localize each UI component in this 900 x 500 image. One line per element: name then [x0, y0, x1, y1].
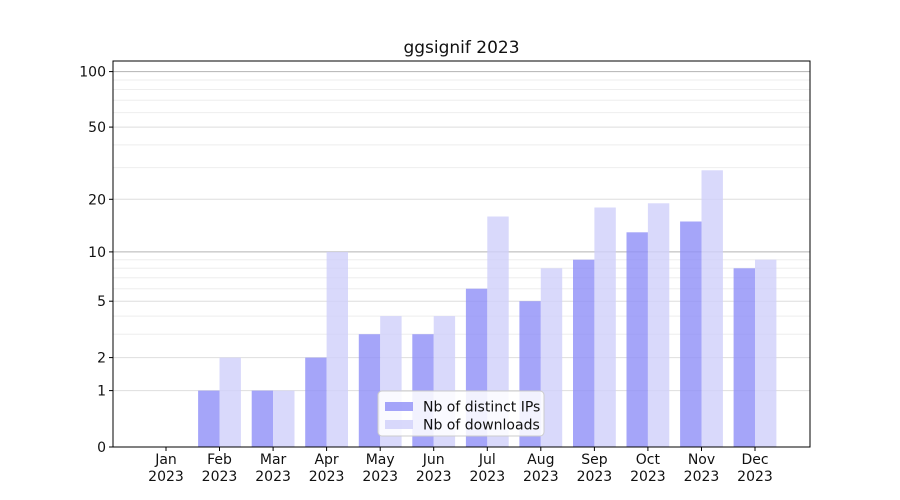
y-tick-label-5: 5 [97, 294, 106, 310]
bar-downloads-dec [755, 259, 777, 447]
y-tick-label-0: 0 [97, 440, 106, 456]
x-tick-label-month-sep: Sep [581, 452, 608, 468]
x-tick-label-month-jul: Jul [478, 452, 496, 468]
bar-downloads-jul [487, 216, 509, 447]
bar-distinct-ips-apr [305, 357, 327, 447]
x-tick-label-month-jun: Jun [422, 452, 445, 468]
x-tick-label-month-feb: Feb [207, 452, 232, 468]
legend: Nb of distinct IPs Nb of downloads [377, 390, 545, 437]
legend-box [377, 390, 545, 437]
x-tick-label-year-aug: 2023 [523, 469, 559, 485]
y-tick-label-10: 10 [88, 245, 106, 261]
y-tick-label-20: 20 [88, 192, 106, 208]
x-tick-label-year-sep: 2023 [577, 469, 613, 485]
bar-distinct-ips-may [358, 334, 381, 447]
bar-downloads-oct [647, 203, 670, 447]
y-axis: 0 1 2 5 10 20 50 100 [79, 65, 113, 456]
bar-downloads-nov [701, 170, 723, 448]
x-tick-label-year-oct: 2023 [630, 469, 666, 485]
x-tick-label-month-dec: Dec [741, 452, 768, 468]
bar-downloads-mar [273, 390, 295, 447]
x-tick-label-month-apr: Apr [314, 452, 338, 468]
bar-distinct-ips-mar [251, 390, 274, 447]
x-tick-label-month-aug: Aug [527, 452, 554, 468]
x-tick-label-year-nov: 2023 [684, 469, 720, 485]
legend-label-distinct-ips: Nb of distinct IPs [423, 400, 540, 416]
y-tick-label-2: 2 [97, 351, 106, 367]
x-tick-label-month-oct: Oct [636, 452, 661, 468]
bar-downloads-aug [540, 268, 563, 447]
bar-downloads-sep [594, 207, 616, 447]
x-axis: Jan2023Feb2023Mar2023Apr2023May2023Jun20… [148, 447, 773, 485]
x-tick-label-year-mar: 2023 [255, 469, 291, 485]
bar-distinct-ips-oct [626, 232, 648, 447]
bar-downloads-apr [326, 251, 348, 447]
y-tick-label-50: 50 [88, 120, 106, 136]
x-tick-label-year-jan: 2023 [148, 469, 184, 485]
bar-distinct-ips-feb [198, 390, 220, 447]
bar-distinct-ips-dec [733, 268, 755, 447]
legend-label-downloads: Nb of downloads [423, 418, 540, 434]
chart-title: ggsignif 2023 [403, 38, 519, 58]
x-tick-label-month-mar: Mar [260, 452, 287, 468]
y-tick-label-1: 1 [97, 384, 106, 400]
x-tick-label-month-may: May [366, 452, 395, 468]
x-tick-label-year-dec: 2023 [737, 469, 773, 485]
legend-swatch-distinct-ips [385, 402, 413, 411]
x-tick-label-year-feb: 2023 [202, 469, 238, 485]
x-tick-label-year-apr: 2023 [309, 469, 345, 485]
plot-border [112, 60, 811, 448]
x-tick-label-year-jun: 2023 [416, 469, 452, 485]
x-tick-label-month-nov: Nov [688, 452, 715, 468]
legend-swatch-downloads [385, 420, 413, 429]
x-tick-label-month-jan: Jan [154, 452, 177, 468]
y-tick-label-100: 100 [79, 65, 106, 81]
bar-distinct-ips-sep [573, 259, 595, 447]
x-tick-label-year-jul: 2023 [469, 469, 505, 485]
x-tick-label-year-may: 2023 [362, 469, 398, 485]
bar-distinct-ips-nov [680, 221, 702, 447]
bar-downloads-feb [219, 357, 241, 447]
